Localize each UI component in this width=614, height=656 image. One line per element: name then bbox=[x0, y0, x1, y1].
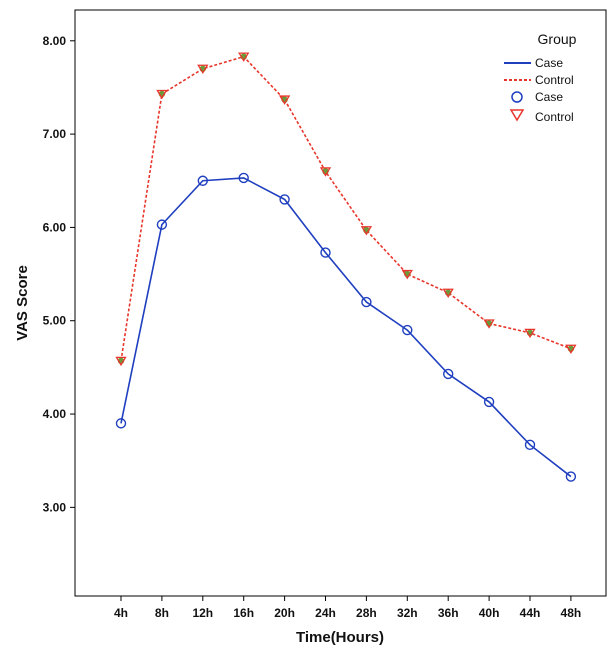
series-line-case bbox=[120, 177, 572, 478]
legend-control-line-label: Control bbox=[535, 73, 574, 87]
x-tick-label: 44h bbox=[520, 606, 541, 620]
y-tick-label: 7.00 bbox=[43, 127, 67, 141]
x-tick-label: 12h bbox=[192, 606, 213, 620]
x-tick-label: 4h bbox=[114, 606, 128, 620]
data-point-triangle bbox=[197, 64, 209, 75]
data-point-case bbox=[361, 296, 372, 308]
data-point-triangle bbox=[565, 344, 577, 354]
data-point-triangle bbox=[401, 269, 413, 280]
y-axis-title: VAS Score bbox=[14, 265, 31, 341]
data-point-case bbox=[565, 471, 577, 482]
y-axis: 3.00 4.00 5.00 6.00 7.00 8.00 bbox=[43, 34, 75, 514]
data-point-triangle bbox=[360, 226, 373, 236]
data-point-case bbox=[524, 439, 536, 451]
data-point-triangle bbox=[483, 319, 495, 329]
data-point-triangle bbox=[442, 288, 454, 298]
legend-case-marker-swatch bbox=[511, 91, 523, 103]
x-tick-label: 8h bbox=[155, 606, 169, 620]
x-axis-title: Time(Hours) bbox=[296, 629, 384, 646]
legend-title: Group bbox=[538, 31, 577, 47]
data-point-case bbox=[238, 172, 249, 184]
x-tick-label: 32h bbox=[397, 606, 418, 620]
legend-case-marker-label: Case bbox=[535, 90, 563, 104]
x-tick-label: 48h bbox=[561, 606, 582, 620]
y-tick-label: 4.00 bbox=[43, 407, 67, 421]
legend-control-marker-swatch bbox=[509, 109, 525, 122]
data-point-triangle bbox=[319, 167, 332, 177]
data-point-case bbox=[197, 175, 209, 186]
data-point-case bbox=[320, 247, 331, 258]
y-tick-label: 5.00 bbox=[43, 314, 67, 328]
x-tick-label: 16h bbox=[233, 606, 254, 620]
legend-case-line-label: Case bbox=[535, 56, 563, 70]
x-tick-label: 28h bbox=[356, 606, 377, 620]
data-point-control bbox=[156, 89, 168, 100]
series-control bbox=[115, 52, 577, 367]
data-point-case bbox=[115, 418, 127, 429]
data-point-control bbox=[565, 344, 577, 354]
data-point-case bbox=[443, 368, 454, 380]
legend-box bbox=[497, 20, 604, 132]
data-point-control bbox=[115, 356, 127, 367]
data-point-case bbox=[402, 324, 413, 336]
data-point-control bbox=[197, 64, 209, 75]
x-tick-label: 20h bbox=[274, 606, 295, 620]
data-point-triangle bbox=[524, 328, 536, 339]
data-point-case bbox=[156, 219, 168, 230]
data-point-case bbox=[279, 194, 290, 205]
data-point-triangle bbox=[278, 95, 291, 105]
legend: Group Case Control Case Control bbox=[497, 20, 604, 132]
data-point-triangle bbox=[238, 52, 250, 62]
data-point-triangle bbox=[115, 356, 127, 367]
data-point-case bbox=[483, 396, 495, 408]
data-point-control bbox=[401, 269, 413, 280]
x-tick-label: 40h bbox=[479, 606, 500, 620]
y-tick-label: 8.00 bbox=[43, 34, 67, 48]
series-layer bbox=[115, 52, 577, 482]
x-tick-label: 36h bbox=[438, 606, 459, 620]
data-point-control bbox=[360, 226, 373, 236]
y-tick-label: 6.00 bbox=[43, 220, 67, 234]
data-point-triangle bbox=[156, 89, 168, 100]
data-point-control bbox=[524, 328, 536, 339]
legend-control-marker-label: Control bbox=[535, 110, 574, 124]
series-case bbox=[115, 172, 577, 482]
y-tick-label: 3.00 bbox=[43, 500, 67, 514]
x-tick-label: 24h bbox=[315, 606, 336, 620]
data-point-control bbox=[278, 95, 291, 105]
data-point-control bbox=[442, 288, 454, 298]
data-point-control bbox=[483, 319, 495, 329]
series-line-control bbox=[120, 55, 572, 361]
data-point-control bbox=[238, 52, 250, 62]
data-point-control bbox=[319, 167, 332, 177]
x-axis: 4h 8h 12h 16h 20h 24h 28h 32h 36h 40h 44h 48h bbox=[114, 596, 581, 620]
